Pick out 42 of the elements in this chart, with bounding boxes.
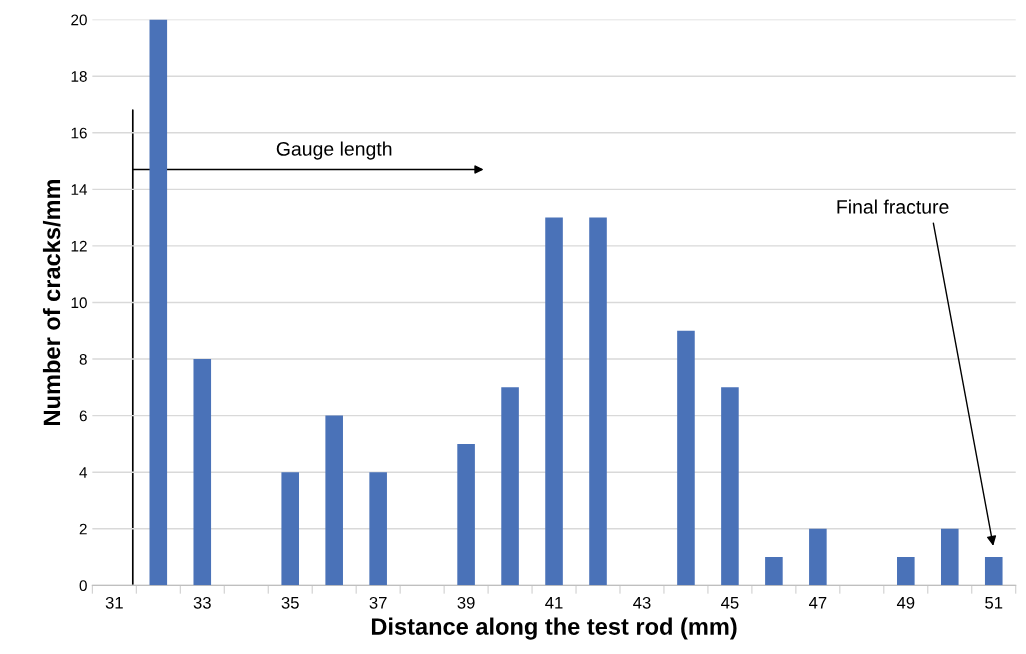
x-tick-label: 49 [896,596,915,609]
bar [193,359,212,586]
y-tick-label: 16 [71,127,87,139]
y-tick-label: 10 [71,297,87,309]
bar [940,528,959,586]
bar [149,19,168,586]
x-axis-title: Distance along the test rod (mm) [371,617,737,640]
x-tick-label: 45 [721,597,739,609]
y-tick-label: 2 [79,523,87,535]
y-tick-label: 6 [79,410,87,422]
bar [369,472,387,586]
bar [281,472,300,586]
x-tick-label: 39 [457,596,475,609]
y-tick-label: 14 [71,184,88,195]
bar [589,217,607,586]
bar [457,443,475,586]
y-axis-title: Number of cracks/mm [42,179,61,425]
bar [721,387,739,586]
annotation: Final fracture [837,199,949,214]
bar [545,217,563,586]
bar [984,557,1003,586]
y-tick-label: 12 [71,240,87,252]
bar [765,557,783,586]
x-tick-label: 41 [545,597,563,609]
y-tick-label: 4 [79,467,88,478]
y-tick-label: 8 [79,353,87,365]
x-tick-label: 33 [193,596,211,609]
x-tick-label: 31 [105,596,123,609]
x-tick-label: 35 [281,596,299,609]
bar [677,330,695,586]
annotation: Gauge length [276,141,392,160]
x-tick-label: 51 [985,597,1003,609]
y-tick-label: 20 [71,14,87,26]
y-tick-label: 0 [79,580,87,592]
bar [325,415,343,586]
x-tick-label: 43 [633,596,651,609]
y-tick-label: 18 [71,71,87,82]
bar [501,387,519,586]
x-tick-label: 37 [369,596,387,609]
bar [809,528,827,586]
bar [897,557,915,586]
x-tick-label: 47 [808,597,827,609]
